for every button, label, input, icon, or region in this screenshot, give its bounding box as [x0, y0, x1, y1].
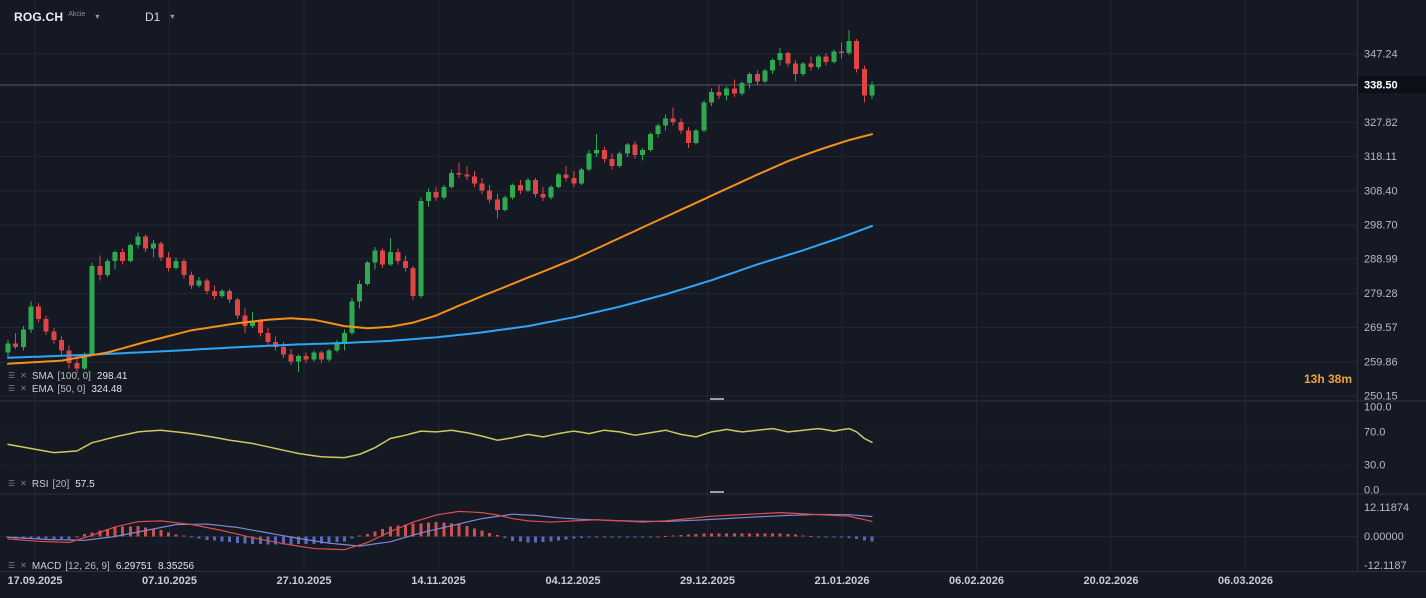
svg-text:29.12.2025: 29.12.2025 — [680, 575, 735, 587]
macd-legend-text: MACD [12, 26, 9] 6.29751 8.35256 — [31, 560, 195, 572]
svg-text:100.0: 100.0 — [1364, 402, 1392, 414]
timeframe-label: D1 — [145, 10, 161, 24]
svg-text:27.10.2025: 27.10.2025 — [276, 575, 331, 587]
svg-text:327.82: 327.82 — [1364, 117, 1398, 129]
svg-text:0.00000: 0.00000 — [1364, 531, 1404, 543]
ema-legend: ☰ ✕ EMA [50, 0] 324.48 — [8, 383, 122, 395]
svg-text:279.28: 279.28 — [1364, 288, 1398, 300]
svg-text:269.57: 269.57 — [1364, 322, 1398, 334]
macd-legend: ☰ ✕ MACD [12, 26, 9] 6.29751 8.35256 — [8, 560, 194, 572]
indicator-remove-icon[interactable]: ✕ — [20, 479, 27, 488]
indicator-settings-icon[interactable]: ☰ — [8, 561, 16, 570]
rsi-legend-text: RSI [20] 57.5 — [31, 478, 95, 490]
svg-text:259.86: 259.86 — [1364, 356, 1398, 368]
svg-text:338.50: 338.50 — [1364, 80, 1398, 92]
timeframe-selector[interactable]: D1 ▾ — [145, 10, 174, 24]
svg-text:308.40: 308.40 — [1364, 185, 1398, 197]
chevron-down-icon: ▾ — [170, 12, 175, 21]
indicator-remove-icon[interactable]: ✕ — [20, 384, 27, 393]
indicator-remove-icon[interactable]: ✕ — [20, 371, 27, 380]
svg-text:07.10.2025: 07.10.2025 — [142, 575, 197, 587]
svg-text:06.03.2026: 06.03.2026 — [1218, 575, 1273, 587]
svg-text:06.02.2026: 06.02.2026 — [949, 575, 1004, 587]
svg-text:12.11874: 12.11874 — [1364, 502, 1409, 514]
indicator-settings-icon[interactable]: ☰ — [8, 384, 16, 393]
indicator-settings-icon[interactable]: ☰ — [8, 371, 16, 380]
svg-text:70.0: 70.0 — [1364, 426, 1385, 438]
svg-text:04.12.2025: 04.12.2025 — [545, 575, 600, 587]
svg-text:318.11: 318.11 — [1364, 151, 1397, 163]
time-axis[interactable] — [0, 572, 1357, 598]
svg-text:288.99: 288.99 — [1364, 254, 1398, 266]
symbol-name: ROG.CH — [14, 10, 64, 24]
chart-header: ROG.CH Akcie ▾ D1 ▾ — [14, 10, 174, 24]
chevron-down-icon: ▾ — [95, 12, 100, 21]
market-type-label: Akcie — [68, 11, 86, 18]
sma-legend: ☰ ✕ SMA [100, 0] 298.41 — [8, 370, 128, 382]
sma-legend-text: SMA [100, 0] 298.41 — [31, 370, 128, 382]
symbol-selector[interactable]: ROG.CH Akcie ▾ — [14, 10, 99, 24]
ema-legend-text: EMA [50, 0] 324.48 — [31, 383, 122, 395]
indicator-remove-icon[interactable]: ✕ — [20, 561, 27, 570]
price-axis[interactable] — [1358, 0, 1426, 571]
svg-text:17.09.2025: 17.09.2025 — [7, 575, 62, 587]
svg-text:21.01.2026: 21.01.2026 — [814, 575, 869, 587]
svg-text:298.70: 298.70 — [1364, 219, 1398, 231]
svg-text:14.11.2025: 14.11.2025 — [411, 575, 465, 587]
svg-text:20.02.2026: 20.02.2026 — [1083, 575, 1138, 587]
svg-text:-12.1187: -12.1187 — [1364, 560, 1407, 572]
rsi-legend: ☰ ✕ RSI [20] 57.5 — [8, 478, 95, 490]
indicator-settings-icon[interactable]: ☰ — [8, 479, 16, 488]
candle-countdown: 13h 38m — [1303, 372, 1352, 386]
svg-text:250.15: 250.15 — [1364, 391, 1398, 403]
svg-text:347.24: 347.24 — [1364, 49, 1398, 61]
svg-text:30.0: 30.0 — [1364, 460, 1385, 472]
